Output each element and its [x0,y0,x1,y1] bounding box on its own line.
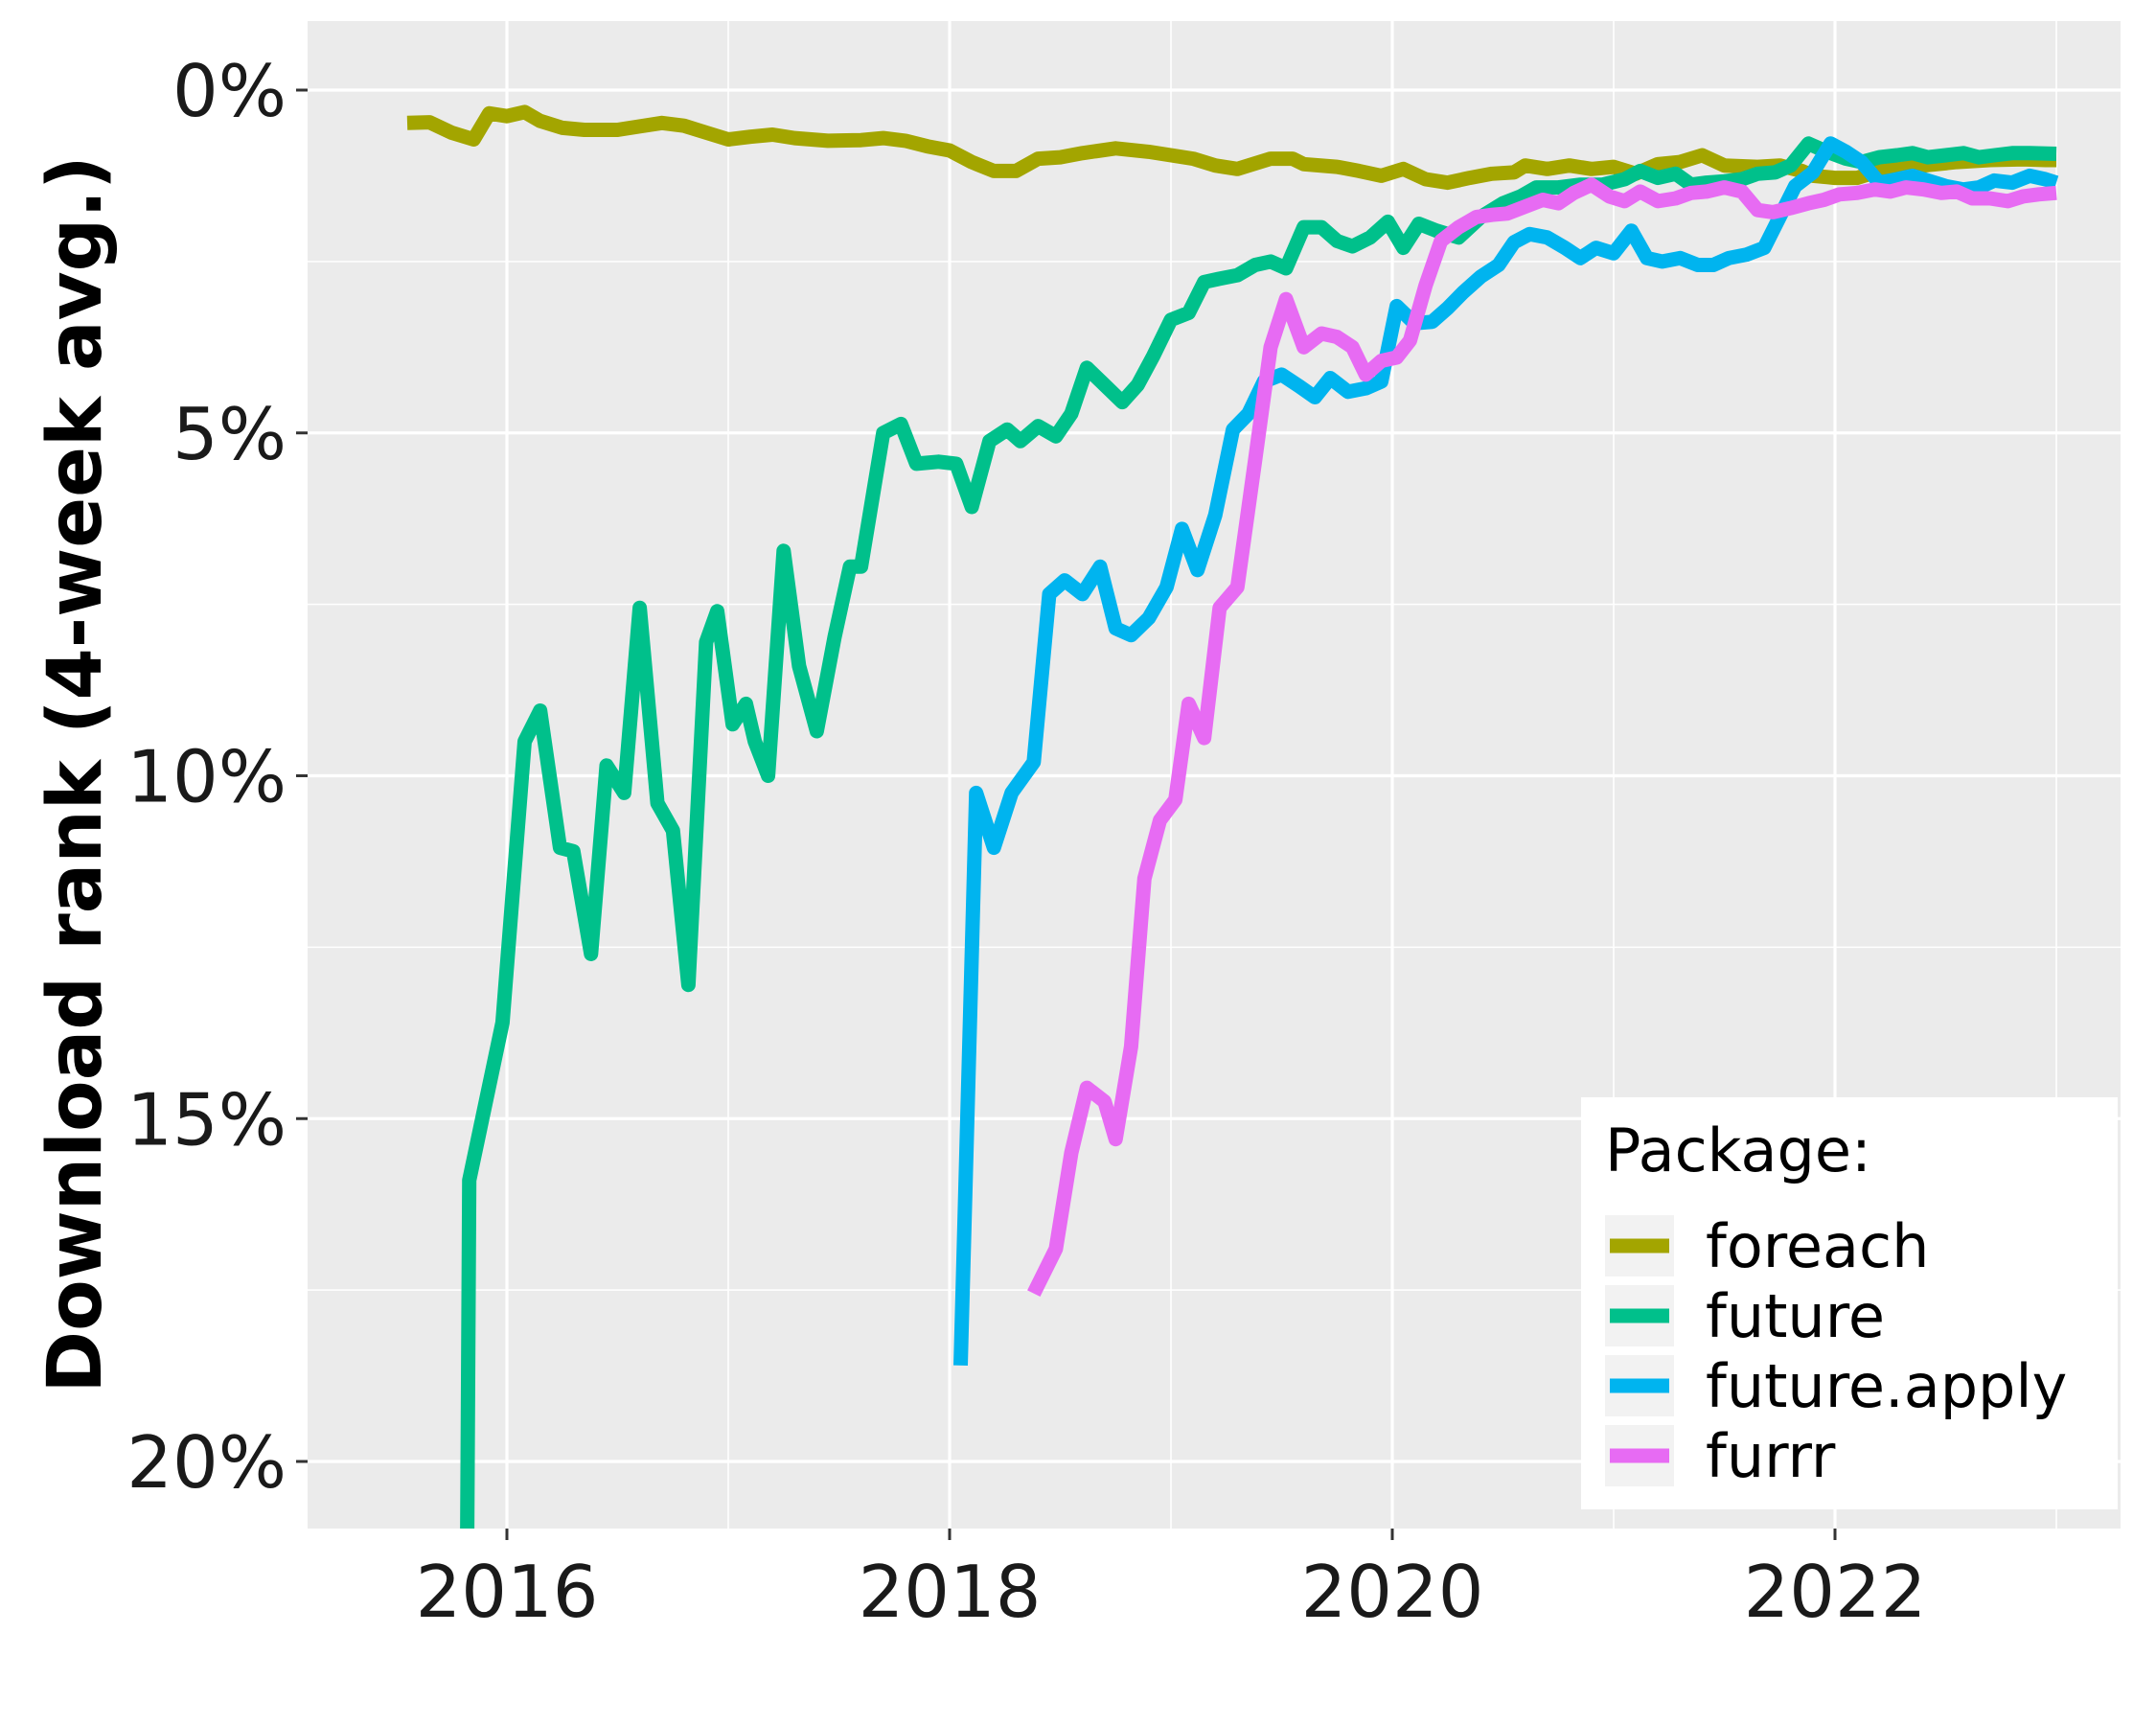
series-line-future [460,136,2057,1529]
y-tick-label: 15% [126,1077,287,1162]
legend-label-future-apply: future.apply [1706,1351,2067,1421]
x-tick-label: 2022 [1744,1550,1927,1634]
y-tick-label: 10% [126,735,287,819]
legend-label-furrr: furrr [1706,1421,1836,1491]
legend-label-future: future [1706,1281,1885,1351]
legend-label-foreach: foreach [1706,1211,1929,1281]
y-tick-label: 5% [172,392,287,476]
legend-title: Package: [1605,1116,1871,1185]
y-axis: 0% 5% 10% 15% 20% [126,49,308,1505]
x-tick-label: 2018 [859,1550,1042,1634]
series-lines [406,104,2059,1529]
series-line-furrr [1027,177,2057,1298]
x-axis: 2016 2018 2020 2022 [416,1529,1927,1634]
x-tick-label: 2020 [1301,1550,1484,1634]
series-line-future-apply [953,136,2059,1367]
y-axis-title: Download rank (4-week avg.) [33,155,119,1392]
x-tick-label: 2016 [416,1550,599,1634]
y-tick-label: 0% [172,49,287,133]
major-gridlines [308,21,2121,1529]
y-tick-label: 20% [126,1420,287,1505]
